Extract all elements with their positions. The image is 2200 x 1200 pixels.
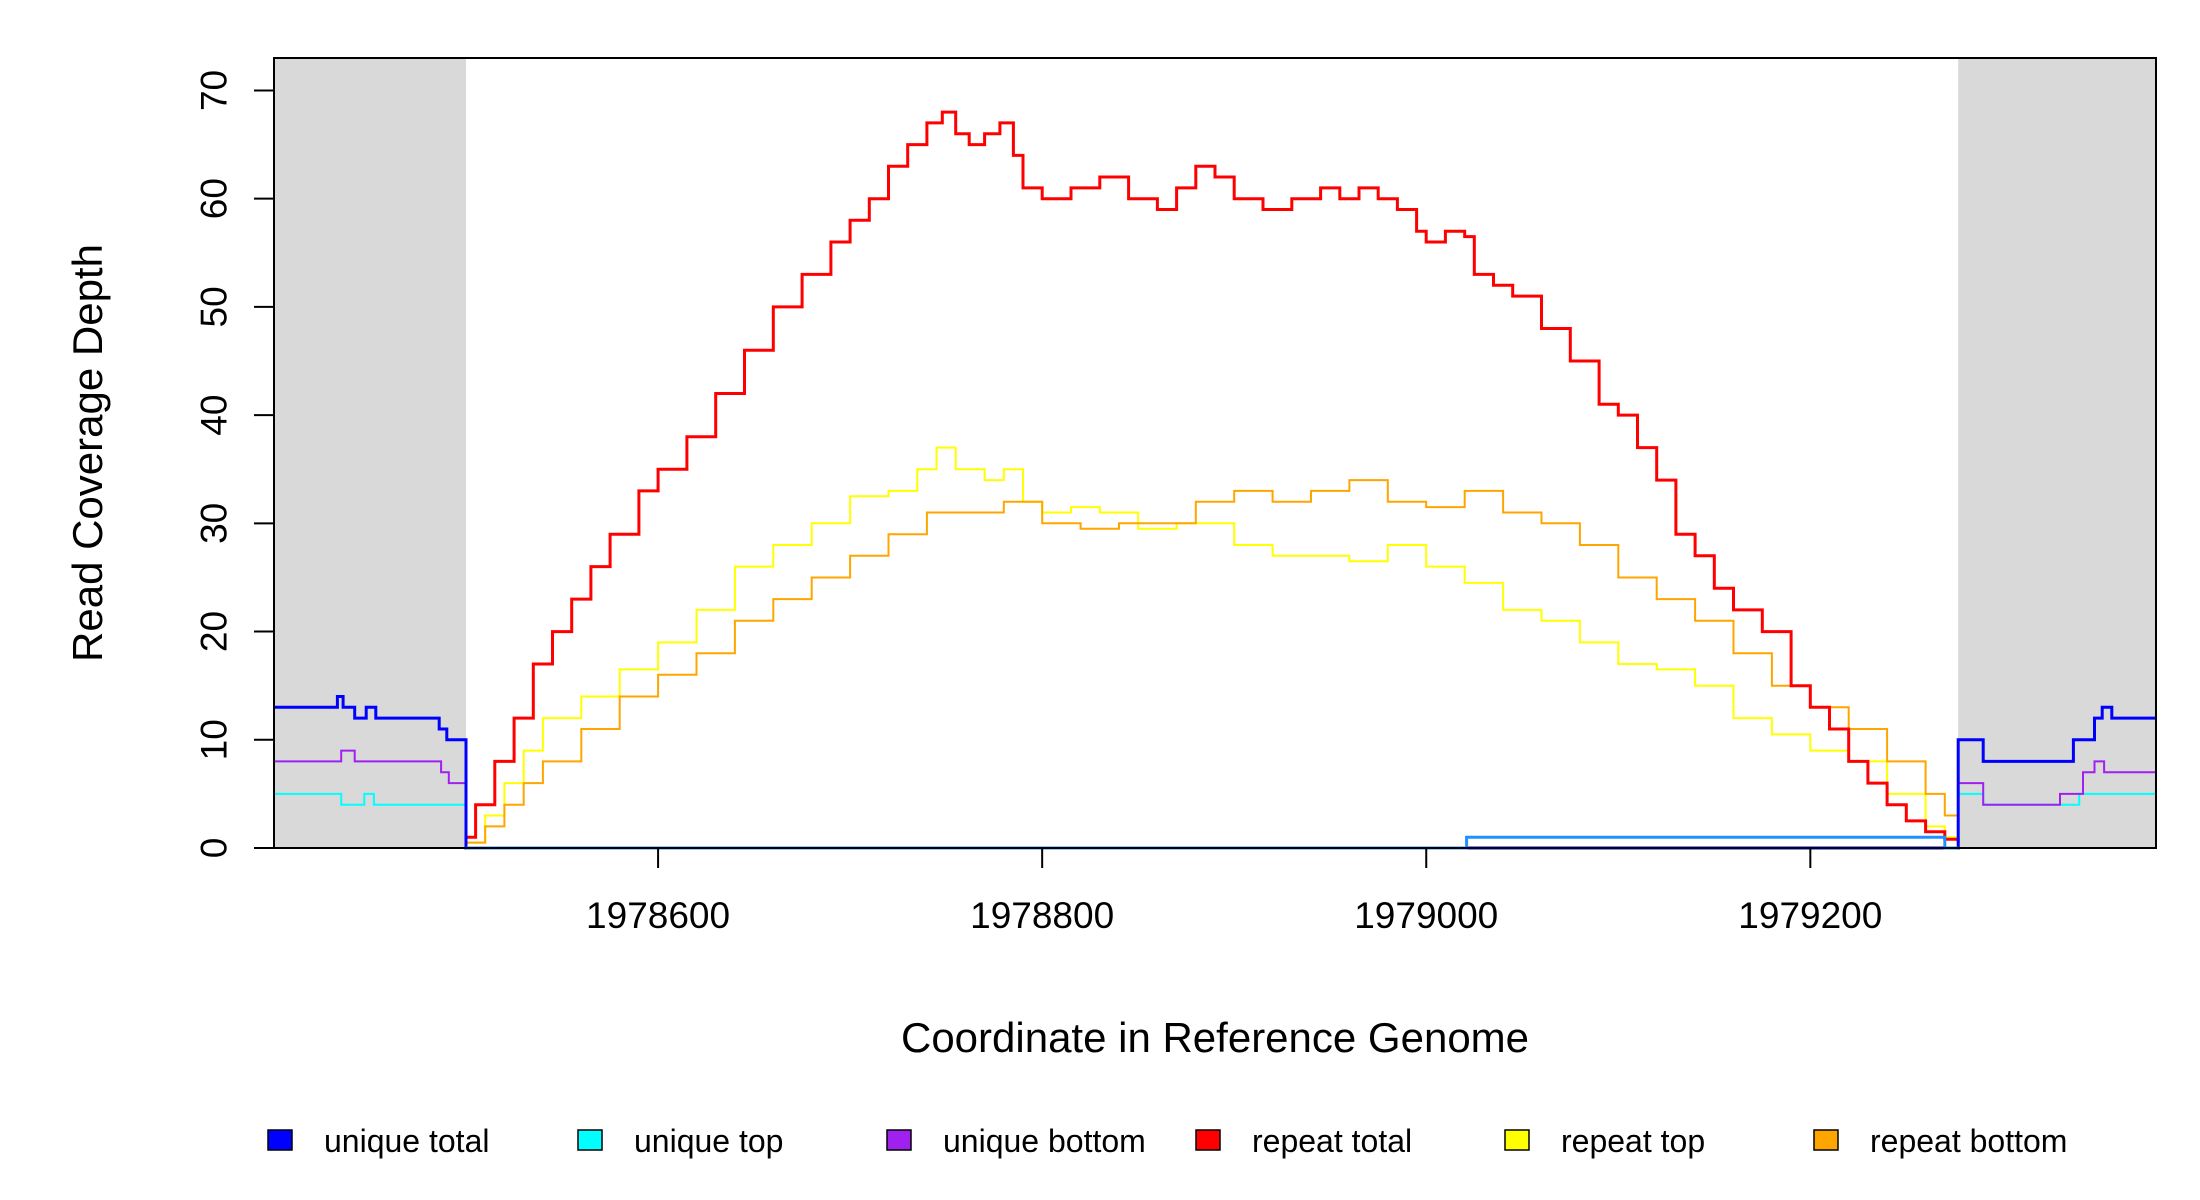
- legend-label: unique top: [634, 1123, 783, 1159]
- x-tick-label: 1979000: [1354, 895, 1498, 936]
- shaded-region: [1958, 58, 2156, 848]
- legend-swatch: [1195, 1129, 1221, 1151]
- legend-label: repeat bottom: [1870, 1123, 2067, 1159]
- y-tick-label: 70: [194, 70, 235, 111]
- legend-swatch: [1504, 1129, 1530, 1151]
- x-axis-title: Coordinate in Reference Genome: [901, 1014, 1529, 1061]
- x-tick-label: 1978800: [970, 895, 1114, 936]
- x-axis: 1978600 1978800 1979000 1979200: [586, 847, 1882, 936]
- legend-label: repeat total: [1252, 1123, 1412, 1159]
- y-tick-label: 10: [194, 719, 235, 760]
- legend-item: repeat bottom: [1813, 1123, 2067, 1159]
- y-axis: 0 10 20 30 40 50 60 70: [194, 70, 275, 858]
- legend-item: unique total: [267, 1123, 489, 1159]
- legend-label: unique bottom: [943, 1123, 1146, 1159]
- legend-swatch: [886, 1129, 912, 1151]
- legend-item: repeat total: [1195, 1123, 1412, 1159]
- legend-label: repeat top: [1561, 1123, 1705, 1159]
- shaded-region-layer: [274, 58, 2156, 848]
- series-line-repeat-bottom: [466, 479, 1960, 844]
- series-line-unique-bottom: [274, 749, 2156, 849]
- legend-swatch: [267, 1129, 293, 1151]
- legend-swatch: [1813, 1129, 1839, 1151]
- legend-swatch: [577, 1129, 603, 1151]
- y-tick-label: 30: [194, 503, 235, 544]
- legend-item: repeat top: [1504, 1123, 1705, 1159]
- series-line-repeat-top: [466, 446, 1960, 844]
- series-line-baseline: [466, 835, 1959, 850]
- y-tick-label: 40: [194, 395, 235, 436]
- legend-label: unique total: [324, 1123, 489, 1159]
- series-line-repeat-total: [466, 110, 1960, 843]
- shaded-region: [274, 58, 467, 848]
- legend-item: unique bottom: [886, 1123, 1146, 1159]
- series-line-unique-total: [274, 695, 2156, 850]
- y-tick-label: 60: [194, 178, 235, 219]
- y-tick-label: 50: [194, 286, 235, 327]
- legend-item: unique top: [577, 1123, 783, 1159]
- y-tick-label: 0: [194, 838, 235, 859]
- x-tick-label: 1978600: [586, 895, 730, 936]
- y-tick-label: 20: [194, 611, 235, 652]
- series-layer: [274, 110, 2156, 850]
- series-line-unique-top: [274, 792, 2156, 849]
- x-tick-label: 1979200: [1738, 895, 1882, 936]
- legend: unique total unique top unique bottom repea…: [267, 1123, 2067, 1159]
- y-axis-title: Read Coverage Depth: [64, 244, 111, 662]
